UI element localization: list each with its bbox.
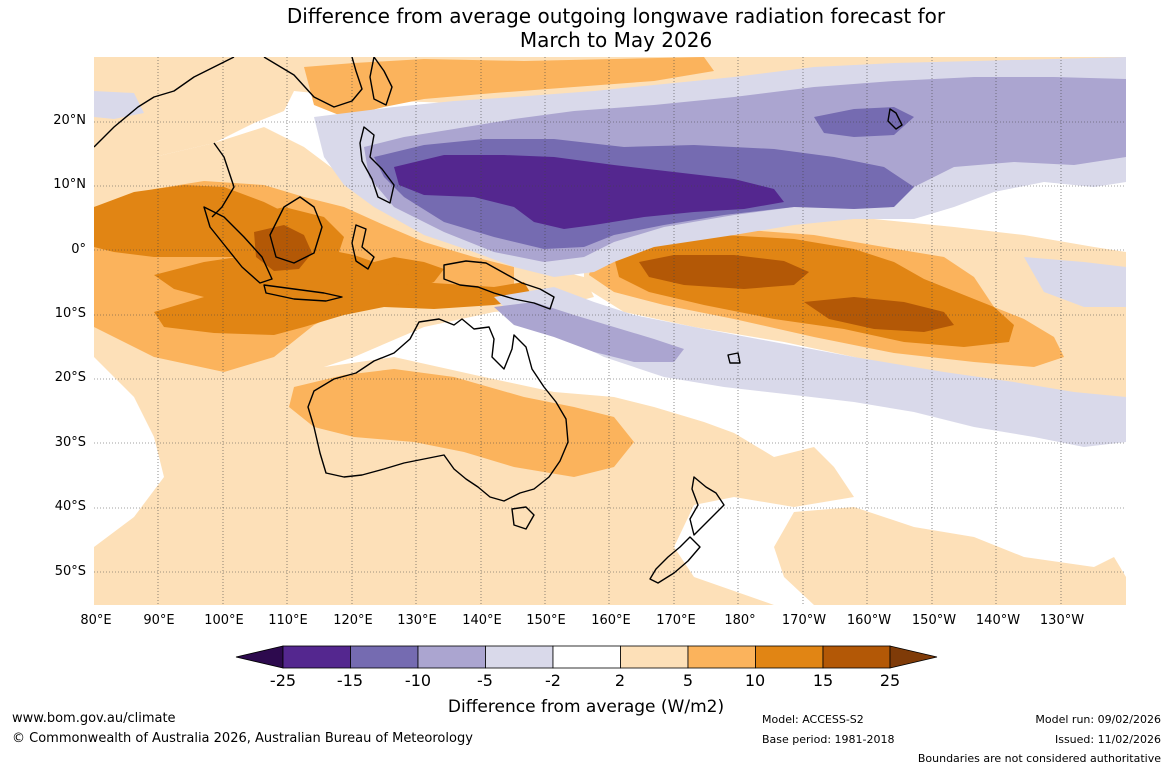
lon-label-150e: 150°E bbox=[526, 613, 566, 628]
coastline-tasmania bbox=[511, 506, 535, 530]
colorbar-swatch-p10-p15 bbox=[755, 645, 824, 669]
anomaly-map bbox=[94, 57, 1126, 605]
anomaly-region-mid-purple-coral-sea bbox=[494, 302, 684, 362]
lat-label-20s: 20°S bbox=[54, 370, 86, 385]
lon-label-140w: 140°W bbox=[975, 613, 1021, 628]
colorbar-tick-m15: -15 bbox=[336, 671, 364, 690]
coastline-japan bbox=[369, 57, 393, 106]
colorbar-swatch-p5-p10 bbox=[687, 645, 756, 669]
colorbar-extend-high bbox=[889, 645, 938, 669]
colorbar-swatch-m2-p2 bbox=[552, 645, 621, 669]
map-title-line2: March to May 2026 bbox=[519, 28, 713, 52]
lat-label-10s: 10°S bbox=[54, 306, 86, 321]
anomaly-region-brown-pacific-east bbox=[804, 297, 954, 332]
anomaly-region-orange-australia bbox=[289, 369, 634, 477]
colorbar-swatch-p2-p5 bbox=[620, 645, 689, 669]
coastline-sumatra bbox=[203, 206, 273, 284]
lon-label-170e: 170°E bbox=[656, 613, 696, 628]
footer-model-run: Model run: 09/02/2026 bbox=[1035, 713, 1161, 726]
lon-label-140e: 140°E bbox=[462, 613, 502, 628]
anomaly-region-brown-pacific-west bbox=[639, 255, 809, 289]
colorbar-swatch-m10-m5 bbox=[417, 645, 486, 669]
colorbar-tick-p10: 10 bbox=[744, 671, 766, 690]
lon-label-130w: 130°W bbox=[1039, 613, 1085, 628]
colorbar-bar bbox=[235, 645, 938, 669]
colorbar-swatch-m25-m15 bbox=[282, 645, 351, 669]
anomaly-region-dark-orange-banda bbox=[354, 257, 444, 285]
lon-label-80e: 80°E bbox=[80, 613, 112, 628]
lat-label-40s: 40°S bbox=[54, 499, 86, 514]
lon-label-180: 180° bbox=[724, 613, 756, 628]
coastline-fiji bbox=[727, 352, 741, 364]
lat-label-50s: 50°S bbox=[54, 564, 86, 579]
coastline-new-zealand-south bbox=[649, 536, 701, 584]
colorbar-tick-m10: -10 bbox=[404, 671, 432, 690]
colorbar-tick-p15: 15 bbox=[812, 671, 834, 690]
colorbar-swatch-m15-m10 bbox=[350, 645, 419, 669]
anomaly-region-deep-purple-philippine-sea bbox=[394, 155, 784, 229]
colorbar-swatch-m5-m2 bbox=[485, 645, 554, 669]
lon-label-100e: 100°E bbox=[204, 613, 244, 628]
anomaly-region-brown-sunda bbox=[254, 225, 312, 271]
map-title-line1: Difference from average outgoing longwav… bbox=[286, 4, 946, 28]
footer-issued: Issued: 11/02/2026 bbox=[1054, 733, 1161, 746]
lat-label-30s: 30°S bbox=[54, 435, 86, 450]
lon-label-160e: 160°E bbox=[591, 613, 631, 628]
coastline-asia-mainland bbox=[94, 57, 363, 218]
coastline-philippines bbox=[359, 126, 395, 204]
footer-base-period: Base period: 1981-2018 bbox=[762, 733, 895, 746]
lat-label-0: 0° bbox=[71, 242, 86, 257]
footer-model: Model: ACCESS-S2 bbox=[762, 713, 864, 726]
coastline-australia bbox=[307, 318, 569, 502]
anomaly-region-lavender-east bbox=[1024, 257, 1126, 307]
coastlines bbox=[94, 57, 903, 584]
colorbar-tick-m5: -5 bbox=[477, 671, 493, 690]
lon-label-130e: 130°E bbox=[397, 613, 437, 628]
colorbar-tick-p25: 25 bbox=[879, 671, 901, 690]
coastline-new-guinea bbox=[443, 260, 555, 310]
anomaly-region-lavender-south-pacific bbox=[494, 287, 1126, 447]
colorbar-tick-m2: -2 bbox=[545, 671, 561, 690]
anomaly-region-dark-orange-indonesia bbox=[154, 247, 534, 335]
lon-label-170w: 170°W bbox=[781, 613, 827, 628]
footer-disclaimer: Boundaries are not considered authoritat… bbox=[917, 752, 1161, 765]
coastline-new-zealand-north bbox=[689, 476, 725, 536]
footer-website: www.bom.gov.au/climate bbox=[12, 711, 176, 726]
lon-label-160w: 160°W bbox=[846, 613, 892, 628]
lat-label-20n: 20°N bbox=[53, 113, 86, 128]
colorbar-tick-p2: 2 bbox=[614, 671, 626, 690]
anomaly-region-light-orange-south-east bbox=[774, 507, 1126, 605]
coastline-java bbox=[263, 284, 343, 302]
colorbar-tick-p5: 5 bbox=[682, 671, 694, 690]
map-title: Difference from average outgoing longwav… bbox=[0, 4, 1173, 52]
footer-copyright: © Commonwealth of Australia 2026, Austra… bbox=[12, 731, 473, 746]
coastline-hawaii bbox=[887, 108, 903, 130]
lon-label-90e: 90°E bbox=[143, 613, 175, 628]
colorbar-swatch-p15-p25 bbox=[822, 645, 891, 669]
colorbar-tick-m25: -25 bbox=[269, 671, 297, 690]
anomaly-map-canvas bbox=[94, 57, 1126, 605]
lon-label-120e: 120°E bbox=[333, 613, 373, 628]
lon-label-150w: 150°W bbox=[911, 613, 957, 628]
lon-label-110e: 110°E bbox=[268, 613, 308, 628]
lat-label-10n: 10°N bbox=[53, 177, 86, 192]
colorbar-extend-low bbox=[235, 645, 284, 669]
colorbar-title: Difference from average (W/m2) bbox=[447, 697, 725, 717]
coastline-borneo bbox=[269, 196, 323, 264]
anomaly-region-orange-north bbox=[304, 57, 714, 117]
graticule bbox=[94, 57, 1126, 605]
coastline-sulawesi bbox=[351, 224, 375, 270]
